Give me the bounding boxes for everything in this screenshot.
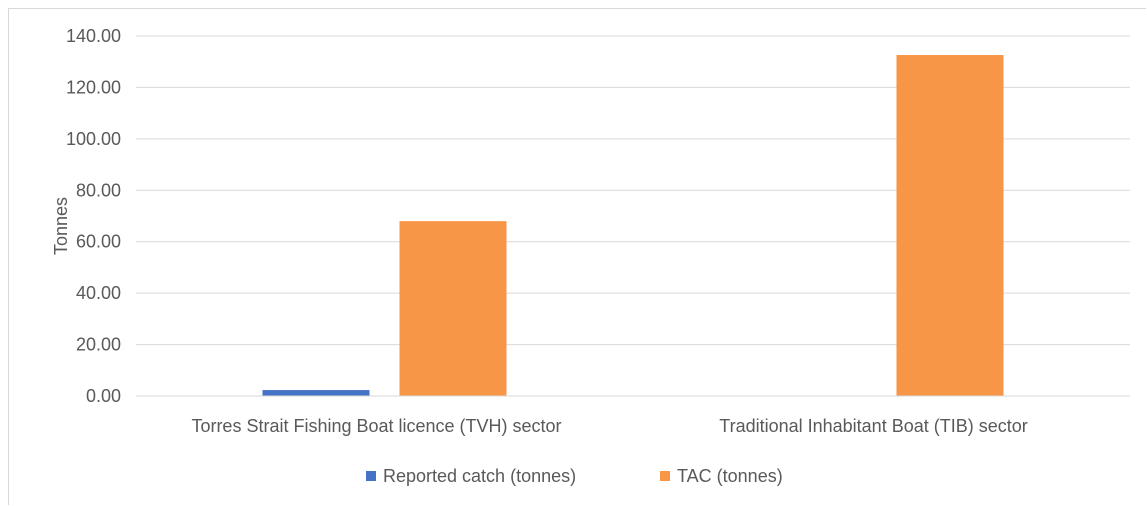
legend-swatch — [366, 471, 376, 481]
y-tick-label: 60.00 — [76, 232, 121, 252]
y-tick-label: 140.00 — [66, 26, 121, 46]
y-tick-label: 40.00 — [76, 283, 121, 303]
bar-tac-0 — [400, 221, 507, 396]
y-axis-tick-labels: 0.00 20.00 40.00 60.00 80.00 100.00 120.00 140.… — [66, 26, 121, 406]
legend: Reported catch (tonnes) TAC (tonnes) — [366, 466, 783, 486]
legend-swatch — [660, 471, 670, 481]
x-category-label: Torres Strait Fishing Boat licence (TVH)… — [191, 416, 561, 436]
legend-label: Reported catch (tonnes) — [383, 466, 576, 486]
bar-tac-1 — [897, 55, 1004, 396]
x-axis-category-labels: Torres Strait Fishing Boat licence (TVH)… — [191, 416, 1027, 436]
legend-label: TAC (tonnes) — [677, 466, 783, 486]
y-axis-title: Tonnes — [51, 197, 71, 255]
y-tick-label: 120.00 — [66, 77, 121, 97]
y-tick-label: 0.00 — [86, 386, 121, 406]
y-tick-label: 80.00 — [76, 180, 121, 200]
bar-reported-catch-0 — [263, 390, 370, 396]
y-tick-label: 20.00 — [76, 335, 121, 355]
x-category-label: Traditional Inhabitant Boat (TIB) sector — [719, 416, 1027, 436]
y-tick-label: 100.00 — [66, 129, 121, 149]
